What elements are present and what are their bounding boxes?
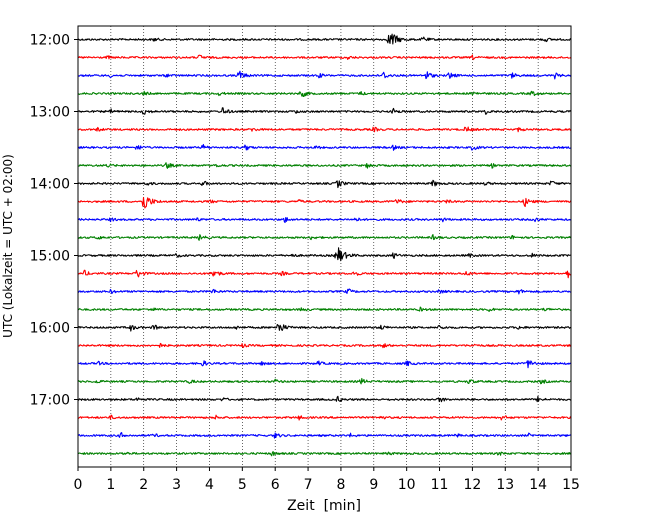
x-tick-label: 6 — [271, 477, 280, 493]
x-tick-label: 15 — [562, 477, 580, 493]
trace-line — [78, 127, 571, 132]
y-axis: 12:00 13:00 14:00 15:00 16:00 17:00 — [30, 33, 78, 409]
trace-line — [78, 343, 571, 347]
plot-frame — [78, 26, 571, 467]
y-tick-label: 16:00 — [30, 321, 70, 337]
x-tick-label: 4 — [205, 477, 214, 493]
x-tick-label: 14 — [529, 477, 547, 493]
trace-line — [78, 198, 571, 208]
x-tick-label: 12 — [463, 477, 481, 493]
trace-line — [78, 163, 571, 169]
trace-line — [78, 235, 571, 241]
x-tick-label: 10 — [398, 477, 416, 493]
x-axis-label: Zeit [min] — [287, 498, 361, 514]
x-tick-label: 13 — [496, 477, 514, 493]
x-tick-label: 3 — [172, 477, 181, 493]
trace-line — [78, 378, 571, 383]
trace-line — [78, 270, 571, 278]
trace-line — [78, 289, 571, 294]
trace-line — [78, 108, 571, 115]
seismic-traces — [78, 34, 571, 456]
y-tick-label: 15:00 — [30, 249, 70, 265]
y-tick-label: 12:00 — [30, 33, 70, 49]
trace-line — [78, 218, 571, 223]
trace-line — [78, 91, 571, 96]
trace-line — [78, 361, 571, 368]
y-tick-label: 14:00 — [30, 177, 70, 193]
trace-line — [78, 71, 571, 79]
x-tick-label: 1 — [106, 477, 115, 493]
x-tick-label: 0 — [74, 477, 83, 493]
x-tick-label: 8 — [336, 477, 345, 493]
trace-line — [78, 34, 571, 44]
x-axis: 0 1 2 3 4 5 6 7 8 9 10 11 12 13 14 15 — [74, 467, 580, 493]
x-tick-label: 11 — [431, 477, 449, 493]
trace-line — [78, 415, 571, 420]
trace-line — [78, 307, 571, 311]
x-tick-label: 2 — [139, 477, 148, 493]
trace-line — [78, 396, 571, 401]
x-tick-label: 7 — [304, 477, 313, 493]
trace-line — [78, 325, 571, 331]
y-axis-label: UTC (Lokalzeit = UTC + 02:00) — [1, 154, 15, 338]
trace-line — [78, 180, 571, 187]
trace-line — [78, 55, 571, 60]
trace-line — [78, 452, 571, 456]
trace-line — [78, 433, 571, 438]
x-tick-label: 5 — [238, 477, 247, 493]
y-tick-label: 17:00 — [30, 393, 70, 409]
x-tick-label: 9 — [369, 477, 378, 493]
trace-line — [78, 144, 571, 150]
trace-line — [78, 248, 571, 261]
y-tick-label: 13:00 — [30, 105, 70, 121]
